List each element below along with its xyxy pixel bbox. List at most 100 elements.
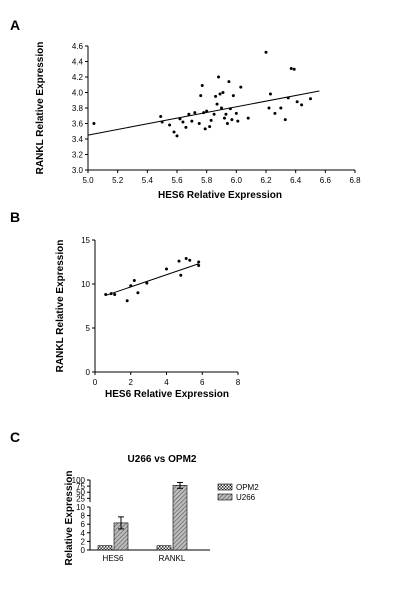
a-y-tick-label: 3.0 [72, 166, 84, 175]
a-data-point [295, 100, 299, 104]
a-data-point [273, 111, 277, 115]
a-data-point [203, 127, 207, 131]
b-data-point [184, 256, 188, 260]
panel-c-legend: OPM2 U266 [217, 483, 259, 502]
a-y-tick-label: 3.4 [72, 135, 84, 144]
panel-c-y-tick-label: 75 [76, 482, 85, 491]
a-x-tick-label: 5.4 [142, 176, 154, 185]
a-y-tick-label: 4.4 [72, 58, 84, 67]
a-x-tick-label: 6.0 [231, 176, 243, 185]
a-data-point [222, 116, 226, 120]
panel-c-y-tick-label: 25 [76, 494, 85, 503]
a-data-point [181, 120, 185, 124]
panel-a-trendline [87, 90, 320, 136]
b-data-point [136, 291, 140, 295]
panel-b-x-ticks: 0 2 4 6 8 [93, 372, 241, 387]
b-x-tick-label: 2 [129, 378, 134, 387]
a-x-tick-label: 5.0 [82, 176, 94, 185]
a-y-tick-label: 3.2 [72, 151, 84, 160]
panel-c-letter: C [10, 429, 20, 445]
a-y-tick-label: 4.2 [72, 73, 84, 82]
a-data-point [234, 111, 238, 115]
a-data-point [215, 102, 219, 106]
a-data-point [159, 115, 163, 119]
bar-opm2-rankl [156, 545, 172, 551]
a-data-point [224, 112, 228, 116]
panel-a-y-label: RANKL Relative Expression [35, 42, 46, 175]
a-data-point [246, 116, 250, 120]
a-data-point [289, 66, 293, 70]
a-y-tick-label: 3.6 [72, 120, 84, 129]
a-data-point [264, 50, 268, 54]
a-data-point [227, 80, 231, 84]
b-data-point [197, 264, 201, 268]
legend-swatch-opm2 [217, 483, 233, 491]
a-y-tick-label: 4.0 [72, 89, 84, 98]
panel-c-bars [97, 481, 188, 551]
a-data-point [199, 94, 203, 98]
b-x-tick-label: 0 [93, 378, 98, 387]
panel-b-trendline [105, 263, 199, 296]
a-x-tick-label: 5.2 [112, 176, 124, 185]
b-x-tick-label: 4 [164, 378, 169, 387]
a-data-point [92, 122, 96, 125]
a-data-point [217, 75, 221, 79]
a-data-point [214, 94, 218, 98]
panel-c-y-tick-label: 50 [76, 488, 85, 497]
panel-b-y-label: RANKL Relative Expression [55, 240, 66, 373]
panel-a-x-label: HES6 Relative Expression [158, 190, 282, 201]
a-data-point [231, 94, 235, 98]
panel-c-y-tick-label: 8 [81, 512, 86, 521]
panel-a-letter: A [10, 17, 20, 33]
bar-u266-rankl [172, 485, 188, 551]
a-data-point [309, 97, 312, 101]
a-x-tick-label: 6.4 [290, 176, 302, 185]
a-data-point [200, 84, 204, 88]
b-y-tick-label: 5 [86, 324, 91, 333]
a-data-point [193, 111, 197, 115]
a-data-point [230, 118, 234, 122]
b-x-tick-label: 6 [200, 378, 205, 387]
panel-c-y-tick-label: 4 [81, 529, 86, 538]
a-data-point [168, 123, 172, 127]
b-y-tick-label: 0 [86, 368, 91, 377]
bar-opm2-hes6 [97, 545, 113, 551]
panel-c-y-tick-label: 100 [72, 476, 86, 485]
panel-c: C U266 vs OPM2 Relative Expression 02468… [10, 429, 259, 566]
a-data-point [283, 118, 287, 122]
a-data-point [184, 125, 188, 129]
panel-c-y-tick-label: 2 [81, 537, 86, 546]
panel-c-category-rankl: RANKL [159, 554, 186, 563]
a-data-point [292, 67, 296, 71]
panel-a-x-ticks: 5.0 5.2 5.4 5.6 5.8 6.0 6.2 6.4 6.6 6.8 [82, 170, 361, 185]
a-data-point [221, 91, 225, 94]
panel-a-points [92, 50, 312, 138]
a-data-point [239, 85, 243, 89]
a-x-tick-label: 5.6 [171, 176, 183, 185]
b-y-tick-label: 15 [81, 236, 90, 245]
a-x-tick-label: 6.8 [349, 176, 361, 185]
a-data-point [175, 134, 179, 138]
a-data-point [225, 122, 229, 125]
b-data-point [132, 278, 136, 282]
a-data-point [172, 130, 176, 134]
b-data-point [177, 259, 181, 263]
a-data-point [268, 92, 272, 96]
panel-a: A 3.03.23.43.63.84.04.24.44.6 5.0 5.2 5.4 5… [10, 17, 361, 201]
panel-b-letter: B [10, 209, 20, 225]
b-data-point [165, 267, 168, 271]
a-y-tick-label: 3.8 [72, 104, 84, 113]
panel-c-title: U266 vs OPM2 [128, 454, 197, 465]
panel-c-category-hes6: HES6 [103, 554, 124, 563]
b-data-point [188, 258, 192, 262]
b-data-point [125, 299, 129, 303]
a-x-tick-label: 6.2 [260, 176, 272, 185]
legend-swatch-u266 [217, 493, 233, 501]
a-data-point [190, 119, 194, 123]
a-data-point [197, 122, 201, 125]
panel-c-y-tick-label: 6 [81, 520, 86, 529]
a-data-point [218, 92, 222, 96]
a-data-point [212, 112, 216, 116]
